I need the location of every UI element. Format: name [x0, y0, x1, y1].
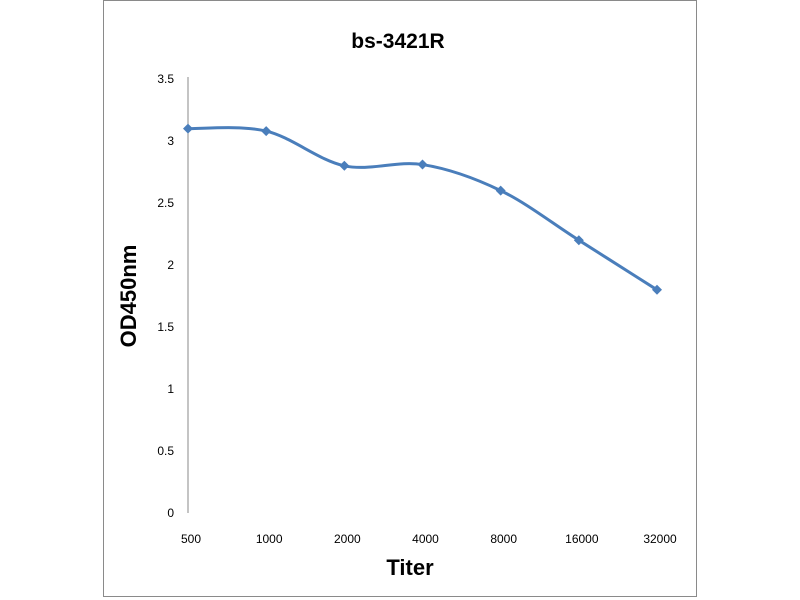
- chart-title: bs-3421R: [351, 30, 444, 53]
- y-tick-label: 1: [167, 382, 174, 396]
- chart-frame: [103, 0, 697, 597]
- series-line: [187, 126, 658, 292]
- data-point-marker: [573, 235, 584, 246]
- data-point-marker: [652, 284, 662, 295]
- y-axis-label: OD450nm: [116, 245, 141, 348]
- x-tick-label: 2000: [334, 532, 361, 546]
- x-axis-label: Titer: [386, 555, 434, 580]
- y-tick-label: 3.5: [157, 72, 174, 86]
- data-point-marker: [417, 159, 428, 170]
- x-tick-label: 16000: [565, 532, 599, 546]
- data-point-marker: [495, 185, 506, 196]
- y-tick-label: 3: [167, 134, 174, 148]
- x-tick-label: 500: [181, 532, 201, 546]
- y-tick-label: 0: [167, 506, 174, 520]
- y-tick-label: 1.5: [157, 320, 174, 334]
- x-tick-label: 32000: [643, 532, 677, 546]
- y-tick-label: 2.5: [157, 196, 174, 210]
- data-point-marker: [261, 126, 272, 137]
- y-tick-label: 0.5: [157, 444, 174, 458]
- y-tick-label: 2: [167, 258, 174, 272]
- x-tick-label: 1000: [256, 532, 283, 546]
- x-tick-label: 4000: [412, 532, 439, 546]
- data-point-marker: [183, 123, 193, 134]
- data-point-marker: [339, 160, 350, 171]
- x-tick-label: 8000: [490, 532, 517, 546]
